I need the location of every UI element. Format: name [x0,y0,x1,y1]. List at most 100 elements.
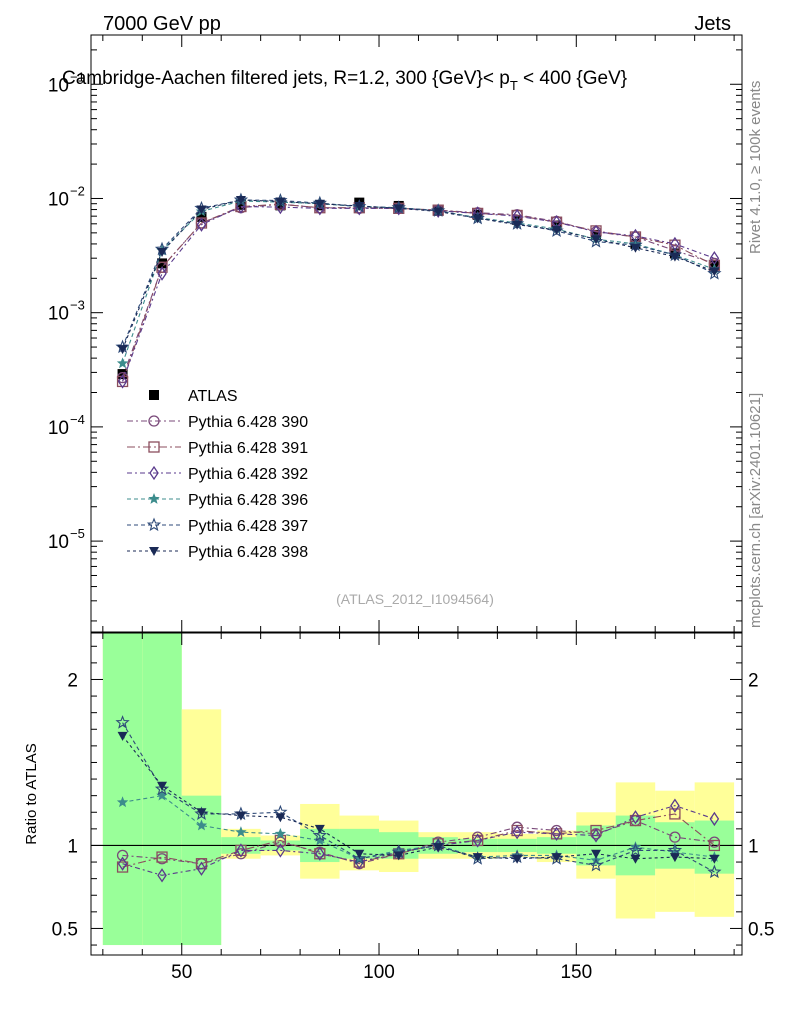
series-4-ratio-point [274,827,287,839]
legend-label: Pythia 6.428 390 [188,414,308,431]
series-1-line [122,203,715,378]
legend-label: Pythia 6.428 392 [188,466,308,483]
series-6-line [122,199,715,350]
series-6-point [157,247,168,257]
legend-entry-0: ATLAS [149,388,238,405]
legend-entry-2: Pythia 6.428 391 [127,440,308,457]
ratio-y-tick-label: 0.5 [52,919,78,940]
series-6-ratio-point [472,853,483,863]
series-6-main [117,195,720,355]
x-tick-label: 100 [363,962,395,983]
ratio-y-label: Ratio to ATLAS [23,743,40,844]
legend: ATLAS Pythia 6.428 390 Pythia 6.428 391 Pyt… [127,388,308,561]
series-2-ratio-point [156,851,168,863]
series-6-point [512,220,523,230]
series-6-point [196,205,207,215]
series-3-ratio-point [275,843,286,858]
series-6-ratio-point [669,853,680,863]
y-tick-label-exp: −4 [70,412,85,427]
series-6-point [314,199,325,209]
band-inner-35 [102,633,143,946]
series-2-ratio-point [669,808,681,820]
series-1-main [116,198,721,384]
series-3-ratio-point [670,798,680,813]
legend-entry-1: Pythia 6.428 390 [127,414,308,431]
series-5-ratio-point [312,827,327,842]
series-6-ratio-line [122,735,715,860]
series-3-ratio-point [472,833,483,848]
series-6-point [472,214,483,224]
series-6-point [433,207,444,217]
series-4-ratio-point [393,844,405,856]
series-5-main [115,192,722,354]
series-4-ratio-point [195,819,208,831]
mcplots-label: mcplots.cern.ch [arXiv:2401.10621] [747,393,764,628]
legend-marker [148,493,160,504]
series-2-line [122,203,715,382]
series-4-ratio-point [156,789,168,801]
series-1-ratio-point [669,831,681,843]
series-6-ratio-point [117,731,128,741]
series-5-ratio-point [707,864,722,879]
series-6-point [393,204,404,214]
series-6-ratio-point [393,851,404,861]
series-3-ratio-point [157,868,167,883]
legend-marker [149,547,159,556]
legend-marker [148,441,160,453]
series-5-ratio-line [122,722,715,873]
series-3-point [157,266,167,281]
series-5-line [122,199,715,348]
series-3-ratio-point [117,856,128,871]
y-tick-label-exp: −1 [70,69,85,84]
series-6-ratio-point [433,843,444,853]
series-0-point [196,211,207,222]
chart-title: Cambridge-Aachen filtered jets, R=1.2, 3… [62,68,627,93]
series-5-ratio-point [588,857,604,872]
y-tick-label-exp: −3 [70,298,85,313]
series-2-ratio-line [122,813,715,868]
series-6-ratio-point [354,849,365,859]
legend-marker [149,465,159,481]
ratio-y-tick-label-right: 1 [748,836,759,857]
series-4-point [116,357,129,369]
series-4-ratio-point [314,834,326,846]
series-4-ratio-line [122,795,715,861]
series-3-line [122,205,715,382]
legend-marker [149,390,159,400]
series-6-point [551,225,562,235]
series-2-main [116,198,721,388]
legend-label: Pythia 6.428 391 [188,440,308,457]
legend-marker [146,517,162,532]
series-3-ratio-point [709,811,720,827]
series-3-ratio-point [196,861,207,876]
legend-label: Pythia 6.428 397 [188,518,308,535]
series-3-ratio-point [591,828,601,843]
series-5-ratio-point [352,851,367,865]
series-5-ratio-point [628,842,643,857]
series-6-ratio [117,731,720,864]
series-6-ratio-point [512,854,523,864]
series-2-point [156,261,168,273]
legend-label: Pythia 6.428 396 [188,492,308,509]
ratio-frame [90,632,743,956]
series-3-point [196,217,207,232]
series-6-point [591,235,602,245]
series-6-point [117,345,128,355]
series-6-ratio-point [591,849,602,859]
series-0-main [117,197,720,380]
series-4-point [629,237,642,249]
series-3-point [117,374,128,389]
ratio-y-tick-label: 2 [67,670,78,691]
series-5-ratio-point [154,781,170,796]
series-6-ratio-point [275,813,286,823]
main-frame [90,34,743,633]
series-0-point [117,369,128,380]
ratio-panel: 50 100 150 0.5 0.5 1 1 2 2 [52,633,774,983]
legend-marker [148,415,160,427]
series-6-point [354,201,365,211]
main-panel: 10−510−410−310−210−1 [48,35,742,632]
series-4-ratio-point [235,826,247,838]
legend-entry-5: Pythia 6.428 397 [127,517,308,535]
y-tick-label-exp: −2 [70,183,85,198]
y-tick-label-exp: −5 [70,526,85,541]
